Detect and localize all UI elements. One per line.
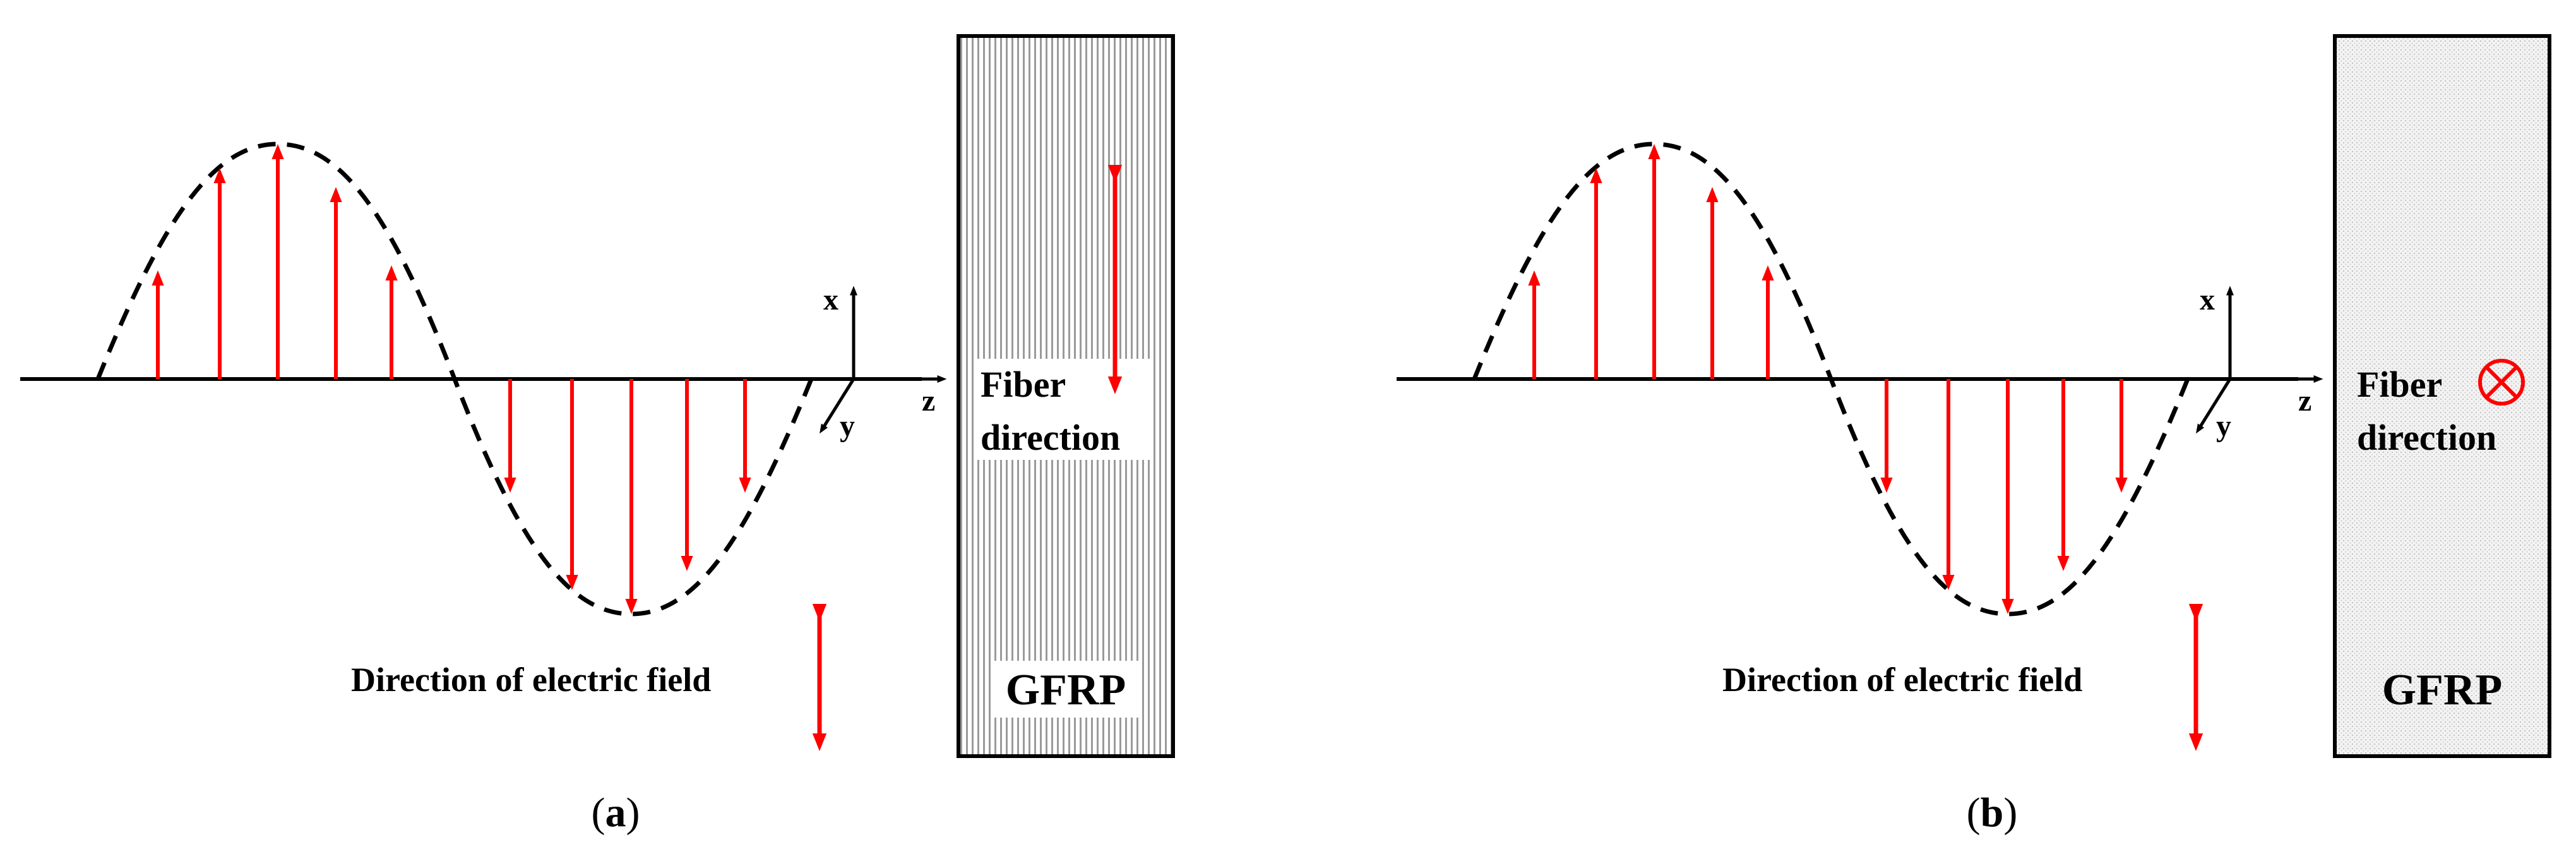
- fiber-direction-label-line1: Fiber: [2357, 364, 2442, 405]
- y-axis-arrow: [820, 378, 856, 434]
- fiber-direction-label-line1: Fiber: [981, 364, 1066, 405]
- sine-wave: [1472, 142, 2190, 617]
- panel-a: x z y Fiber direction GFRP Direction of …: [20, 34, 1175, 836]
- panel-caption-a: (a): [592, 790, 640, 836]
- fiber-into-page-icon: [2478, 359, 2525, 406]
- panel-b: x z y Fiber direction GFRP Direction of …: [1397, 34, 2551, 836]
- axis-z-label: z: [2298, 384, 2311, 418]
- coordinate-axes: [2196, 286, 2323, 434]
- electric-field-label: Direction of electric field: [351, 661, 711, 699]
- gfrp-label: GFRP: [1006, 666, 1126, 714]
- gfrp-label-backdrop: [991, 661, 1140, 718]
- coordinate-axes: [820, 286, 947, 434]
- field-arrows: [1528, 144, 2128, 614]
- panel-caption-b: (b): [1967, 790, 2018, 836]
- gfrp-label: GFRP: [2382, 666, 2503, 714]
- electric-field-label: Direction of electric field: [1722, 661, 2082, 699]
- axis-z-label: z: [922, 384, 935, 418]
- sine-wave: [95, 142, 814, 617]
- axis-x-label: x: [2200, 283, 2215, 316]
- fiber-direction-label-line2: direction: [981, 417, 1120, 458]
- axis-y-label: y: [840, 409, 855, 443]
- y-axis-arrow: [2196, 378, 2232, 434]
- axis-y-label: y: [2216, 409, 2231, 443]
- axis-x-label: x: [823, 283, 838, 316]
- field-arrows: [152, 144, 751, 614]
- fiber-direction-label-line2: direction: [2357, 417, 2496, 458]
